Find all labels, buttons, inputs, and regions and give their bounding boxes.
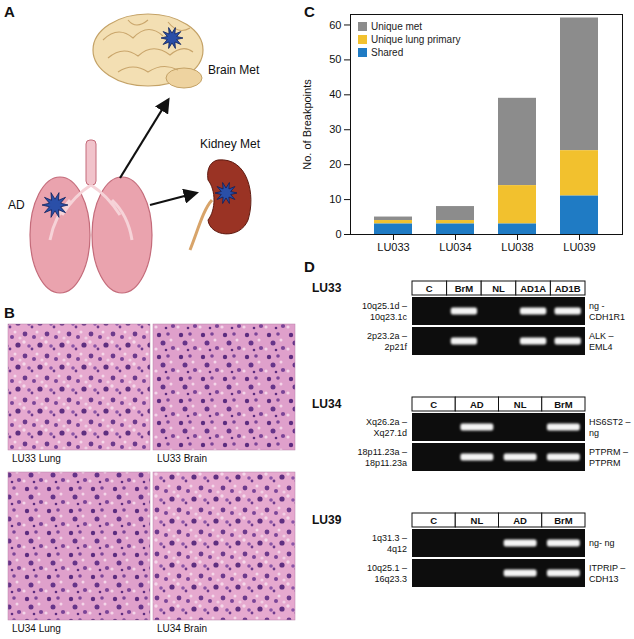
svg-text:LU34: LU34: [312, 397, 342, 411]
svg-text:1q31.3 –: 1q31.3 –: [372, 533, 407, 543]
svg-text:D: D: [304, 258, 315, 275]
svg-text:BrM: BrM: [554, 399, 573, 410]
svg-text:NL: NL: [514, 399, 527, 410]
svg-text:CDH1R1: CDH1R1: [589, 312, 625, 322]
svg-text:PTPRM –: PTPRM –: [589, 447, 628, 457]
svg-text:LU39: LU39: [312, 513, 342, 527]
svg-text:AD1B: AD1B: [555, 283, 581, 294]
svg-text:AD: AD: [8, 198, 25, 212]
svg-text:LU33: LU33: [312, 281, 342, 295]
svg-text:10: 10: [329, 193, 341, 205]
svg-text:ng: ng: [589, 428, 599, 438]
svg-text:LU34 Brain: LU34 Brain: [157, 623, 207, 634]
svg-text:AD: AD: [470, 399, 484, 410]
svg-text:ng -: ng -: [589, 301, 605, 311]
svg-text:CDH13: CDH13: [589, 574, 619, 584]
svg-text:LU039: LU039: [563, 241, 595, 253]
svg-text:ALK –: ALK –: [589, 331, 614, 341]
svg-text:C: C: [426, 283, 433, 294]
svg-text:EML4: EML4: [589, 342, 613, 352]
svg-text:10q25.1d –: 10q25.1d –: [362, 301, 407, 311]
html-text:Shared: Shared: [371, 47, 404, 58]
svg-text:LU038: LU038: [501, 241, 533, 253]
svg-text:40: 40: [329, 88, 341, 100]
svg-text:C: C: [430, 399, 437, 410]
svg-text:C: C: [304, 3, 315, 20]
svg-text:10q23.1c: 10q23.1c: [370, 312, 408, 322]
svg-text:50: 50: [329, 53, 341, 65]
svg-text:ng- ng: ng- ng: [589, 538, 615, 548]
svg-text:NL: NL: [471, 515, 484, 526]
svg-text:10q25.1 –: 10q25.1 –: [367, 563, 407, 573]
svg-text:0: 0: [335, 228, 341, 240]
svg-text:4q12: 4q12: [387, 544, 407, 554]
svg-text:16q23.3: 16q23.3: [374, 574, 407, 584]
svg-text:BrM: BrM: [554, 515, 573, 526]
svg-text:2p23.2a –: 2p23.2a –: [367, 331, 407, 341]
svg-text:LU034: LU034: [439, 241, 471, 253]
svg-text:PTPRM: PTPRM: [589, 458, 621, 468]
svg-text:AD1A: AD1A: [520, 283, 546, 294]
svg-text:C: C: [430, 515, 437, 526]
svg-text:ITPRIP –: ITPRIP –: [589, 563, 625, 573]
svg-text:20: 20: [329, 158, 341, 170]
svg-text:LU34 Lung: LU34 Lung: [12, 623, 61, 634]
svg-text:B: B: [4, 304, 15, 321]
svg-text:2p21f: 2p21f: [384, 342, 407, 352]
svg-text:BrM: BrM: [455, 283, 474, 294]
svg-text:Xq26.2a –: Xq26.2a –: [366, 417, 407, 427]
svg-text:Brain Met: Brain Met: [208, 63, 260, 77]
svg-text:AD: AD: [513, 515, 527, 526]
svg-text:60: 60: [329, 18, 341, 30]
svg-text:Xq27.1d: Xq27.1d: [373, 428, 407, 438]
svg-text:18p11.23a –: 18p11.23a –: [358, 447, 407, 457]
svg-text:Kidney Met: Kidney Met: [200, 137, 261, 151]
svg-text:No. of Breakpoints: No. of Breakpoints: [301, 79, 313, 170]
svg-text:LU33 Lung: LU33 Lung: [12, 453, 61, 464]
svg-text:18p11.23a: 18p11.23a: [365, 458, 407, 468]
svg-text:NL: NL: [492, 283, 505, 294]
svg-text:LU33 Brain: LU33 Brain: [157, 453, 207, 464]
svg-text:LU033: LU033: [377, 241, 409, 253]
svg-text:HS6ST2 –: HS6ST2 –: [589, 417, 631, 427]
html-text:Unique lung primary: Unique lung primary: [371, 34, 461, 45]
html-text:Unique met: Unique met: [371, 21, 423, 32]
svg-text:A: A: [4, 3, 15, 20]
svg-text:30: 30: [329, 123, 341, 135]
